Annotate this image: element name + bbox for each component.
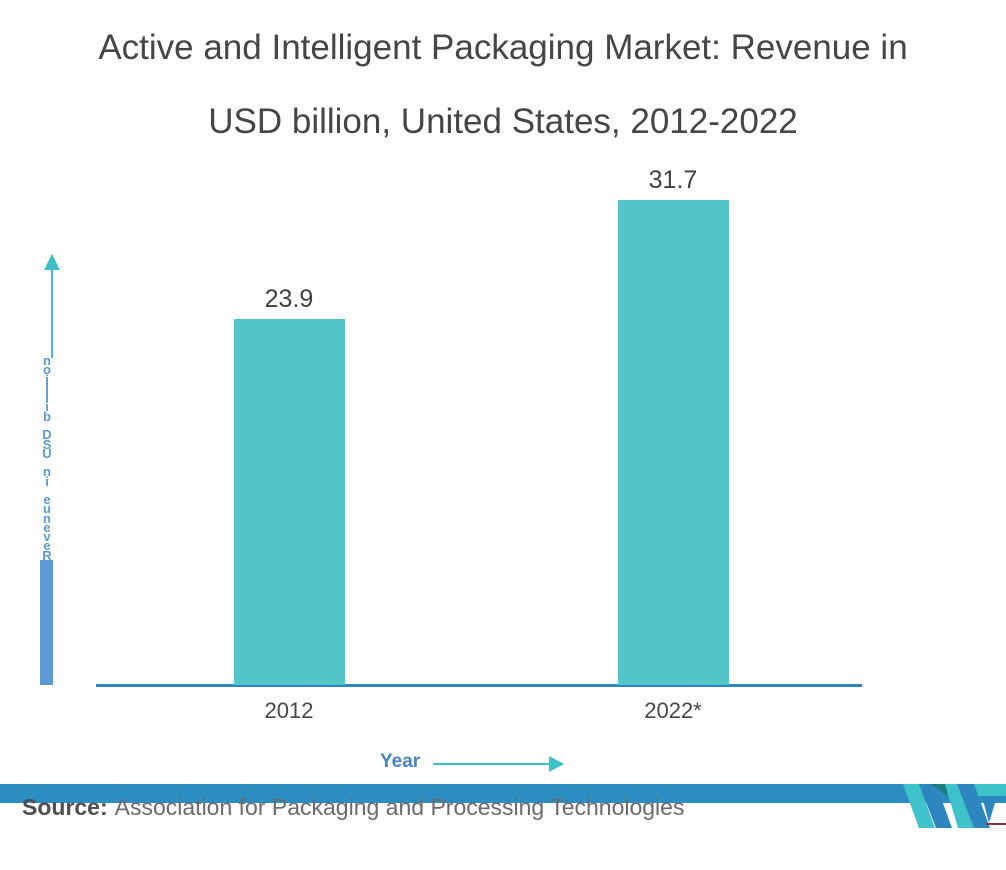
arrow-right-icon [549,756,564,772]
chart-title-line-1: Active and Intelligent Packaging Market:… [98,28,908,67]
y-axis-bar [40,560,53,685]
x-tick-label-2022*: 2022* [644,698,702,723]
arrow-up-icon [44,254,60,270]
source-label: Source: [22,794,108,820]
mordor-intelligence-logo [903,784,1006,828]
x-tick-label-2012: 2012 [264,698,314,723]
x-axis-line [96,684,862,687]
y-axis-arrow-line [51,268,53,358]
value-label-2012: 23.9 [264,285,314,313]
value-label-2022*: 31.7 [648,166,698,194]
bar-2022* [617,200,729,685]
footer-stripe [0,784,1006,803]
source-line: Source: Association for Packaging and Pro… [22,793,684,821]
x-axis-title: Year [380,751,421,772]
source-text: Association for Packaging and Processing… [114,794,685,820]
x-axis-arrow-line [433,763,551,765]
bar-2012 [233,319,345,685]
chart-title-line-2: USD billion, United States, 2012-2022 [208,102,798,141]
